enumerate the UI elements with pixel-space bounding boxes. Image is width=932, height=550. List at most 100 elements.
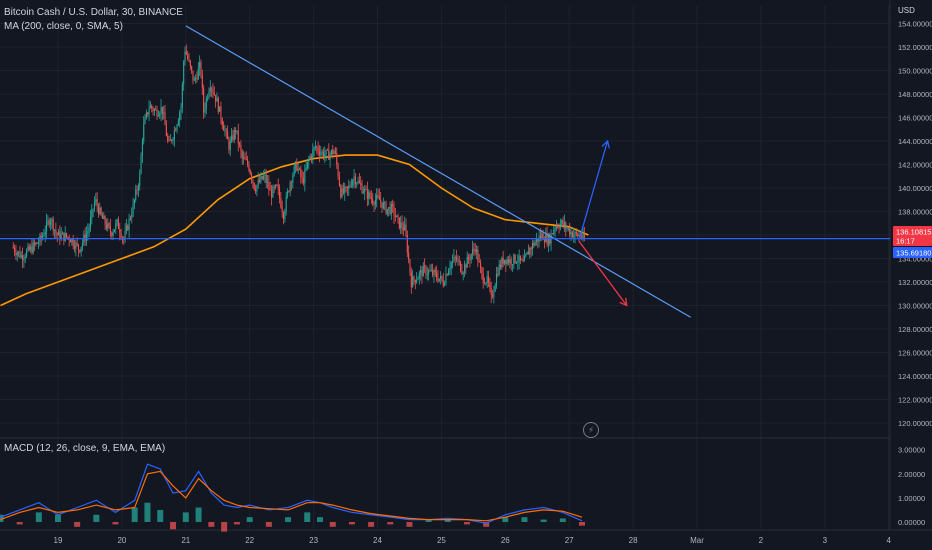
candle-body (569, 228, 571, 235)
lightning-icon[interactable]: ⚡ (583, 422, 599, 438)
candle-body (344, 186, 346, 193)
candle-body (251, 174, 253, 180)
candle-body (193, 79, 195, 81)
candle-body (220, 106, 222, 120)
candle-body (157, 115, 159, 117)
candle-body (333, 150, 335, 154)
drawings[interactable] (0, 25, 890, 318)
ma-200-line (0, 154, 589, 307)
candle-body (521, 259, 523, 261)
candle-body (389, 207, 391, 214)
candle-body (221, 119, 223, 126)
candle-body (67, 236, 69, 238)
candle-body (535, 238, 538, 243)
candle-body (144, 117, 146, 124)
macd-histogram-bar (463, 522, 470, 525)
macd-histogram-bar (387, 522, 394, 525)
candle-body (117, 219, 119, 229)
candle-body (231, 135, 233, 142)
candle-body (119, 228, 121, 234)
candle-body (177, 120, 179, 126)
candle-body (406, 235, 408, 253)
candle-body (526, 251, 528, 255)
candle-body (103, 216, 105, 219)
candle-body (149, 105, 151, 109)
candle-body (390, 204, 392, 214)
candle-body (306, 161, 309, 168)
candle-body (573, 235, 575, 238)
candle-body (266, 182, 269, 184)
candle-body (245, 159, 247, 161)
candle-body (506, 259, 508, 265)
candle-body (341, 188, 343, 198)
candle-body (215, 95, 217, 102)
candle-body (518, 255, 520, 262)
candle-body (436, 272, 438, 278)
time-tick-label: 27 (565, 536, 574, 545)
candle-body (79, 249, 81, 252)
candle-body (111, 232, 113, 236)
candle-body (270, 190, 273, 198)
candle-body (213, 93, 215, 96)
candle-body (438, 278, 440, 281)
candle-body (181, 84, 183, 108)
candle-body (87, 231, 89, 234)
price-tick-label: 150.00000 (898, 67, 932, 76)
candle-body (475, 249, 478, 252)
candle-body (211, 88, 213, 90)
candle-body (498, 264, 500, 275)
macd-histogram-bar (246, 517, 253, 522)
candle-body (384, 202, 386, 204)
candle-body (578, 234, 580, 236)
candle-body (176, 125, 178, 131)
candle-body (464, 264, 466, 273)
candle-body (440, 276, 442, 279)
candle-body (282, 212, 285, 220)
macd-histogram-bar (16, 522, 23, 525)
candle-body (457, 259, 459, 261)
candle-body (31, 246, 33, 253)
candle-body (430, 270, 432, 271)
macd-histogram-bar (233, 522, 240, 525)
candle-body (503, 259, 506, 264)
candle-body (377, 195, 379, 197)
candle-body (433, 270, 435, 276)
macd-tick-label: 2.00000 (898, 470, 925, 479)
candle-body (56, 233, 58, 236)
candle-body (485, 282, 487, 284)
candle-body (361, 184, 363, 194)
candle-body (489, 282, 491, 288)
candle-body (278, 188, 281, 198)
symbol-title: Bitcoin Cash / U.S. Dollar, 30, BINANCE (4, 7, 183, 18)
candle-body (364, 188, 366, 193)
candle-body (426, 273, 428, 275)
candle-body (574, 232, 576, 236)
candle-body (325, 149, 327, 155)
candle-body (135, 189, 137, 200)
candle-body (353, 176, 355, 181)
macd-histogram-bar (74, 522, 81, 527)
time-tick-label: 3 (823, 536, 828, 545)
candle-body (273, 186, 275, 188)
candle-body (261, 176, 263, 180)
macd-histogram-bar (170, 522, 177, 530)
candle-body (400, 222, 402, 229)
candle-body (372, 199, 374, 204)
candle-body (449, 267, 451, 271)
candle-body (253, 182, 255, 190)
candle-body (577, 233, 579, 236)
time-tick-label: 25 (437, 536, 446, 545)
candle-body (237, 130, 239, 144)
candle-body (566, 228, 568, 230)
candle-body (349, 185, 351, 187)
candle-body (340, 185, 342, 198)
candle-body (19, 251, 21, 258)
macd-histogram-bar (265, 522, 272, 527)
candle-body (155, 109, 157, 111)
candle-body (61, 232, 64, 235)
candle-body (95, 199, 97, 202)
candle-body (40, 235, 42, 239)
macd-histogram-bar (304, 512, 311, 522)
